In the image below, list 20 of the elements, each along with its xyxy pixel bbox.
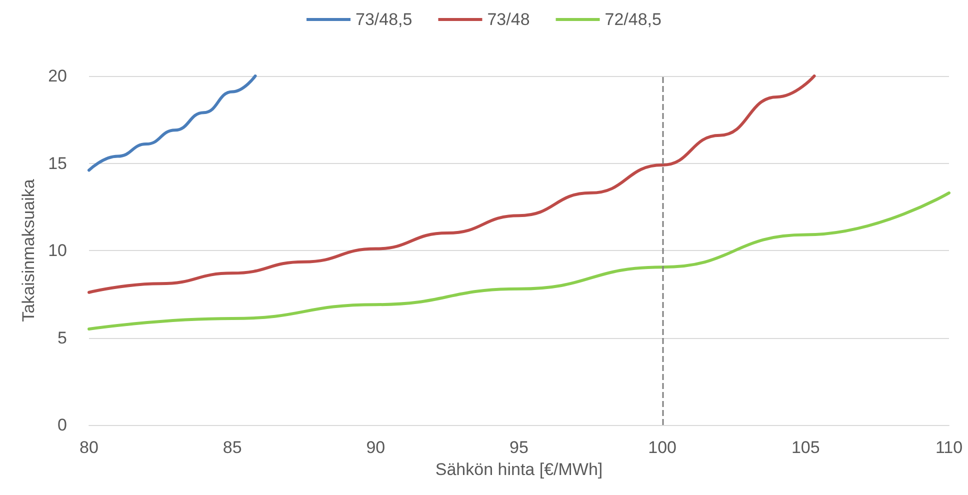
x-tick-label: 80 xyxy=(80,438,98,457)
x-tick-label: 85 xyxy=(222,438,242,457)
y-tick-label: 20 xyxy=(48,66,67,86)
x-tick-label: 90 xyxy=(366,438,386,457)
x-tick-label: 105 xyxy=(791,438,820,457)
legend-label: 72/48,5 xyxy=(604,10,662,29)
legend-label: 73/48 xyxy=(487,10,530,29)
y-axis-title: Takaisinmaksuaika xyxy=(19,178,38,322)
line-series xyxy=(88,74,257,172)
legend-label: 73/48,5 xyxy=(356,10,412,29)
line-series xyxy=(88,191,950,331)
x-tick-label: 110 xyxy=(935,438,963,457)
x-tick-label: 100 xyxy=(648,438,677,457)
y-tick-label: 5 xyxy=(58,328,67,348)
y-tick-label: 15 xyxy=(48,154,67,173)
y-tick-label: 10 xyxy=(48,241,67,260)
y-tick-label: 0 xyxy=(58,416,67,434)
x-tick-label: 95 xyxy=(510,438,528,457)
line-series xyxy=(88,74,816,294)
x-axis-title: Sähkön hinta [€/MWh] xyxy=(435,460,603,479)
